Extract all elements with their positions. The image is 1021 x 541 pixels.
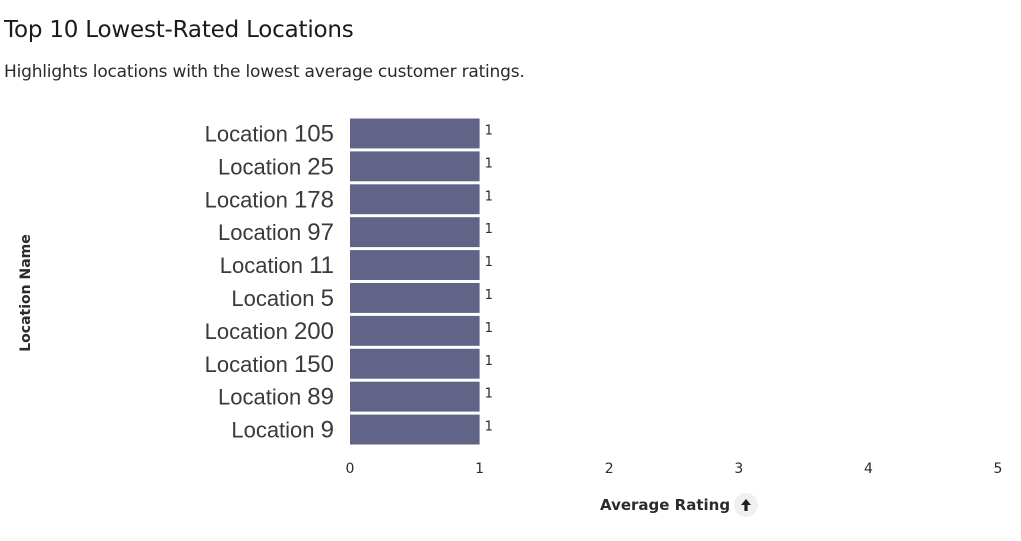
x-axis-title[interactable]: Average Rating bbox=[600, 493, 759, 517]
bar-location-25[interactable] bbox=[350, 151, 480, 182]
x-tick-label: 0 bbox=[346, 461, 355, 477]
x-tick-label: 1 bbox=[475, 461, 484, 477]
category-label: Location 5 bbox=[231, 285, 334, 312]
data-label: 1 bbox=[485, 387, 493, 402]
category-label: Location 105 bbox=[205, 120, 334, 147]
bar-location-105[interactable] bbox=[350, 118, 480, 149]
x-tick-label: 4 bbox=[864, 461, 873, 477]
category-label: Location 89 bbox=[218, 384, 334, 411]
chart-title: Top 10 Lowest-Rated Locations bbox=[4, 17, 354, 43]
category-label: Location 150 bbox=[205, 351, 334, 378]
chart-subtitle: Highlights locations with the lowest ave… bbox=[4, 62, 525, 82]
y-axis-label: Location Name bbox=[18, 234, 34, 352]
category-label: Location 200 bbox=[205, 318, 334, 345]
category-label: Location 11 bbox=[220, 252, 334, 279]
bar-location-150[interactable] bbox=[350, 348, 480, 379]
data-label: 1 bbox=[485, 189, 493, 204]
bar-location-9[interactable] bbox=[350, 414, 480, 445]
bar-location-178[interactable] bbox=[350, 184, 480, 215]
data-label: 1 bbox=[485, 222, 493, 237]
data-label: 1 bbox=[485, 123, 493, 138]
bar-location-89[interactable] bbox=[350, 381, 480, 412]
bar-location-200[interactable] bbox=[350, 315, 480, 346]
x-tick-label: 5 bbox=[994, 461, 1003, 477]
category-label: Location 25 bbox=[218, 153, 334, 180]
bar-location-97[interactable] bbox=[350, 217, 480, 248]
x-tick-label: 3 bbox=[734, 461, 743, 477]
category-label: Location 178 bbox=[205, 186, 334, 213]
bar-location-5[interactable] bbox=[350, 283, 480, 313]
data-label: 1 bbox=[485, 288, 493, 303]
data-label: 1 bbox=[485, 354, 493, 369]
x-tick-label: 2 bbox=[605, 461, 614, 477]
bar-location-11[interactable] bbox=[350, 250, 480, 280]
data-label: 1 bbox=[485, 321, 493, 336]
x-axis-label: Average Rating bbox=[600, 496, 731, 514]
data-label: 1 bbox=[485, 255, 493, 270]
data-label: 1 bbox=[485, 420, 493, 435]
category-label: Location 9 bbox=[231, 417, 334, 444]
arrow-up-icon[interactable] bbox=[734, 493, 759, 517]
category-label: Location 97 bbox=[218, 219, 334, 246]
data-label: 1 bbox=[485, 156, 493, 171]
